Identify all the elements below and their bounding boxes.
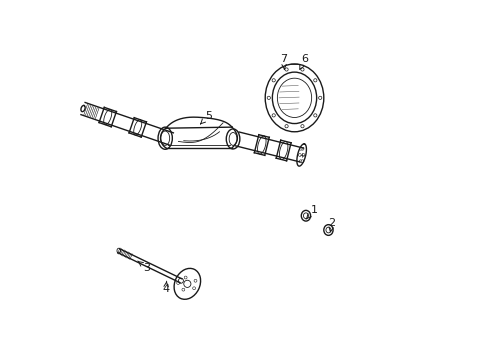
- Circle shape: [318, 96, 321, 99]
- Circle shape: [285, 68, 287, 71]
- Text: 3: 3: [138, 261, 149, 273]
- Circle shape: [301, 147, 304, 150]
- Text: 2: 2: [328, 218, 335, 232]
- Circle shape: [300, 68, 304, 71]
- Circle shape: [313, 79, 316, 82]
- Circle shape: [192, 287, 195, 290]
- Circle shape: [299, 160, 302, 163]
- Circle shape: [300, 125, 304, 128]
- Circle shape: [184, 276, 187, 279]
- Circle shape: [271, 114, 275, 117]
- Circle shape: [182, 288, 184, 291]
- Text: 6: 6: [299, 54, 308, 69]
- Circle shape: [194, 279, 197, 282]
- Circle shape: [285, 125, 287, 128]
- Text: 7: 7: [280, 54, 287, 69]
- Circle shape: [313, 114, 316, 117]
- Circle shape: [271, 79, 275, 82]
- Text: 4: 4: [162, 281, 169, 294]
- Circle shape: [298, 154, 301, 157]
- Circle shape: [299, 147, 302, 150]
- Text: 5: 5: [200, 111, 212, 124]
- Text: 1: 1: [305, 205, 317, 219]
- Circle shape: [301, 160, 304, 163]
- Circle shape: [302, 154, 304, 157]
- Circle shape: [266, 96, 270, 99]
- Circle shape: [176, 282, 179, 284]
